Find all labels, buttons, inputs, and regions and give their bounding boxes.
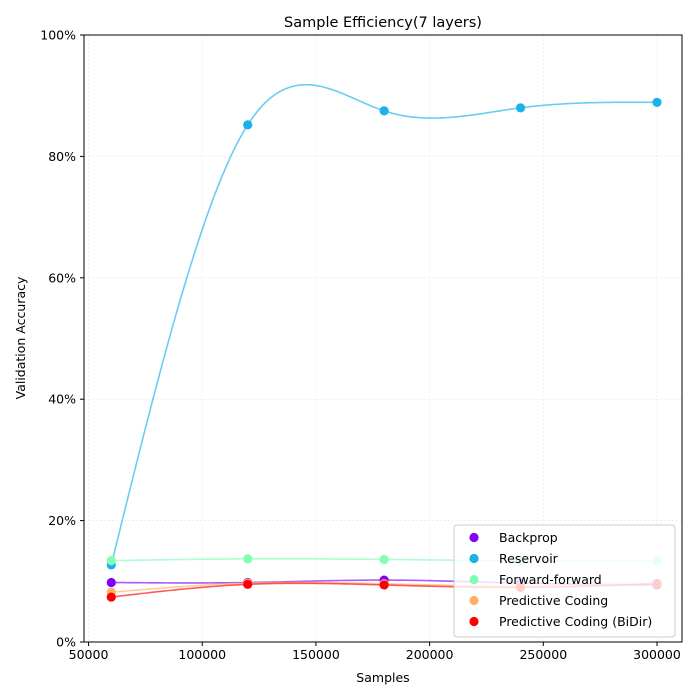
x-tick-label: 300000 bbox=[633, 647, 681, 662]
y-tick-label: 80% bbox=[48, 149, 76, 164]
y-axis-label: Validation Accuracy bbox=[13, 276, 28, 399]
x-tick-label: 100000 bbox=[178, 647, 226, 662]
x-axis-label: Samples bbox=[356, 670, 409, 685]
legend-label: Reservoir bbox=[499, 551, 559, 566]
y-tick-label: 40% bbox=[48, 392, 76, 407]
legend: Backprop Reservoir Forward-forward Predicti… bbox=[453, 524, 676, 638]
x-tick-label: 200000 bbox=[406, 647, 454, 662]
data-point bbox=[379, 554, 389, 565]
chart-title: Sample Efficiency(7 layers) bbox=[284, 15, 482, 31]
y-axis: 0% 20% 40% 60% 80% 100% bbox=[40, 28, 84, 650]
data-point bbox=[379, 580, 389, 590]
x-axis: 50000 100000 150000 200000 250000 300000 bbox=[69, 642, 681, 662]
data-point bbox=[379, 106, 389, 116]
y-tick-label: 20% bbox=[48, 513, 76, 528]
x-tick-label: 150000 bbox=[292, 647, 340, 662]
y-tick-label: 100% bbox=[40, 28, 76, 43]
legend-marker bbox=[469, 553, 479, 564]
data-point bbox=[652, 97, 662, 107]
data-point bbox=[106, 577, 116, 588]
y-tick-label: 0% bbox=[56, 635, 76, 650]
data-point bbox=[243, 120, 253, 130]
legend-label: Predictive Coding bbox=[499, 593, 608, 608]
x-tick-label: 250000 bbox=[519, 647, 567, 662]
legend-marker bbox=[469, 532, 479, 543]
data-point bbox=[243, 554, 253, 564]
legend-marker bbox=[469, 574, 479, 585]
legend-marker bbox=[469, 595, 479, 606]
data-point bbox=[106, 556, 116, 566]
legend-box bbox=[453, 524, 676, 638]
legend-label: Backprop bbox=[499, 530, 558, 545]
legend-marker bbox=[469, 616, 479, 627]
y-tick-label: 60% bbox=[48, 270, 76, 285]
legend-label: Forward-forward bbox=[499, 572, 602, 587]
plot-area bbox=[83, 34, 683, 643]
data-point bbox=[106, 592, 116, 602]
data-point bbox=[243, 579, 253, 589]
legend-label: Predictive Coding (BiDir) bbox=[499, 614, 652, 629]
data-point bbox=[515, 103, 526, 113]
x-tick-label: 50000 bbox=[69, 647, 109, 662]
